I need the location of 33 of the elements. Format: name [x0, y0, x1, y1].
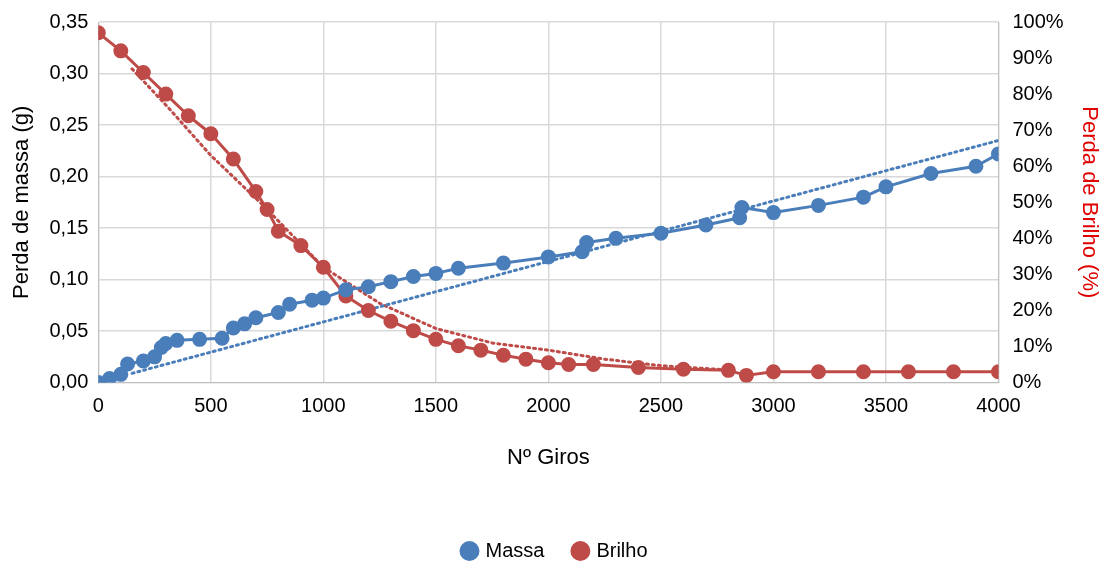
y2-tick-label: 10% — [1012, 334, 1053, 357]
y-tick-label: 0,20 — [49, 164, 89, 187]
y-tick-label: 0,30 — [49, 61, 89, 84]
x-tick-label: 4000 — [976, 394, 1021, 417]
x-tick-label: 2000 — [526, 394, 571, 417]
legend-label: Massa — [485, 538, 546, 561]
y2-tick-label: 20% — [1012, 298, 1053, 320]
y2-tick-label: 0% — [1012, 370, 1042, 393]
y2-tick-label: 100% — [1012, 9, 1064, 32]
y2-tick-label: 60% — [1012, 153, 1053, 176]
y-tick-label: 0,25 — [49, 112, 89, 135]
y2-tick-label: 80% — [1012, 81, 1053, 104]
y-tick-label: 0,10 — [49, 267, 89, 290]
x-tick-label: 500 — [194, 394, 228, 417]
x-tick-label: 3500 — [863, 394, 909, 417]
y2-tick-label: 40% — [1012, 225, 1053, 248]
x-tick-label: 1500 — [413, 394, 459, 417]
x-axis-title: Nº Giros — [507, 443, 590, 469]
y-tick-label: 0,00 — [49, 370, 89, 393]
y-tick-label: 0,15 — [49, 215, 89, 238]
y2-tick-label: 30% — [1012, 261, 1053, 284]
legend-label: Brilho — [596, 538, 648, 561]
x-tick-label: 1000 — [301, 394, 346, 417]
y-tick-label: 0,35 — [49, 9, 89, 32]
x-tick-label: 2500 — [638, 394, 684, 417]
y2-tick-label: 70% — [1012, 117, 1053, 140]
x-tick-label: 3000 — [751, 394, 796, 417]
y-axis-title: Perda de massa (g) — [8, 105, 34, 299]
y-tick-label: 0,05 — [49, 318, 89, 341]
x-tick-label: 0 — [92, 394, 104, 417]
y2-tick-label: 50% — [1012, 189, 1053, 212]
y2-axis-title: Perda de Brilho (%) — [1077, 106, 1103, 299]
y2-tick-label: 90% — [1012, 45, 1053, 68]
